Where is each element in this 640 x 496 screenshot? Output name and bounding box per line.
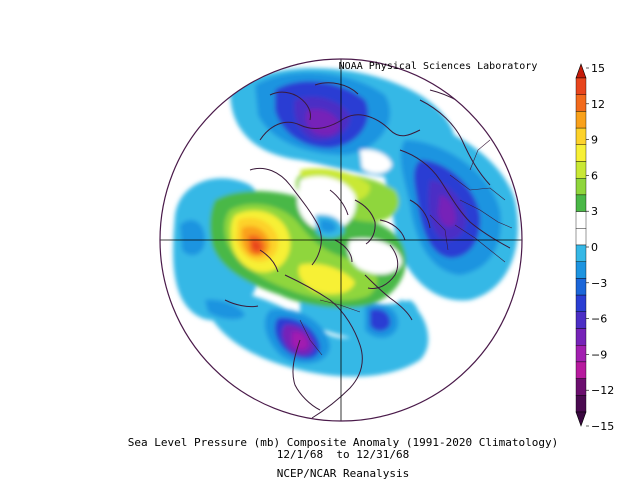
graticule — [160, 59, 522, 421]
colorbar-tick-label: 6 — [591, 169, 598, 182]
colorbar-tick-label: −9 — [591, 348, 607, 361]
colorbar-tick-label: 12 — [591, 98, 605, 111]
caption-dates: 12/1/68 to 12/31/68 — [277, 448, 409, 461]
colorbar-segment — [575, 244, 587, 262]
colorbar-tick-label: −6 — [591, 313, 607, 326]
colorbar-tick-label: 9 — [591, 134, 598, 147]
colorbar-tick-label: 15 — [591, 62, 605, 75]
colorbar-tick-label: −12 — [591, 384, 614, 397]
colorbar-segment — [575, 345, 587, 363]
anomaly-fields — [173, 68, 518, 377]
colorbar-tick-label: 3 — [591, 205, 598, 218]
caption-source: NCEP/NCAR Reanalysis — [277, 467, 409, 480]
colorbar-segment — [575, 228, 587, 246]
credit-label: NOAA Physical Sciences Laboratory — [339, 61, 538, 72]
colorbar-segment — [575, 311, 587, 329]
globe-outline — [159, 58, 523, 422]
polar-map — [160, 59, 522, 421]
caption: Sea Level Pressure (mb) Composite Anomal… — [128, 436, 558, 480]
colorbar-segment — [575, 278, 587, 296]
colorbar-segment — [575, 177, 587, 196]
colorbar-segment — [575, 144, 587, 162]
colorbar-segment — [575, 111, 587, 129]
colorbar-segment — [575, 395, 587, 413]
colorbar-bottom-arrow — [575, 411, 587, 427]
colorbar-segment — [575, 194, 587, 212]
colorbar-segment — [575, 77, 587, 95]
borders — [299, 139, 513, 356]
colorbar-tick-label: −3 — [591, 277, 607, 290]
colorbar-segment — [575, 328, 587, 346]
colorbar-segment — [575, 211, 587, 229]
colorbar-segment — [575, 294, 587, 313]
colorbar-segment — [575, 361, 587, 379]
colorbar-tick-label: 0 — [591, 241, 598, 254]
colorbar: 15 12 9 6 3 0 −3 −6 −9 −12 −15 — [575, 62, 614, 433]
colorbar-tick-label: −15 — [591, 420, 614, 433]
colorbar-segment — [575, 261, 587, 279]
colorbar-segment — [575, 94, 587, 112]
colorbar-top-arrow — [575, 63, 587, 79]
colorbar-segment — [575, 127, 587, 146]
colorbar-segment — [575, 161, 587, 179]
colorbar-segment — [575, 378, 587, 396]
caption-title: Sea Level Pressure (mb) Composite Anomal… — [128, 436, 558, 449]
